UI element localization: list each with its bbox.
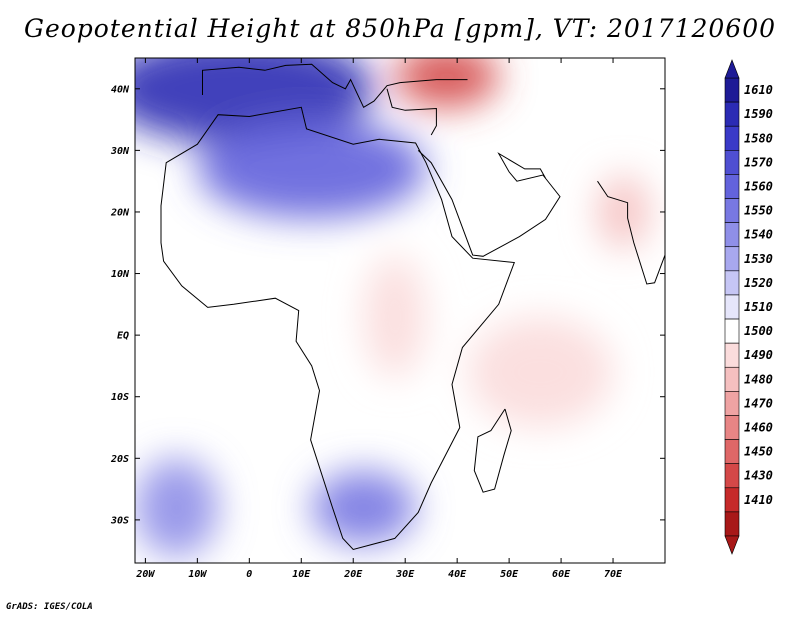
lon-label: 30E xyxy=(395,569,415,580)
lon-label: 20W xyxy=(135,569,155,580)
coastline-arabia xyxy=(417,150,561,257)
plot-frame xyxy=(134,57,666,564)
coastline-india xyxy=(597,180,665,285)
field-south-africa-high xyxy=(311,470,416,545)
colorbar-top-arrow xyxy=(724,59,740,79)
coastline-africa xyxy=(160,106,515,551)
field-south-atlantic-high xyxy=(135,458,219,557)
lat-label: 20N xyxy=(110,207,130,218)
colorbar-swatch xyxy=(724,463,740,489)
colorbar: 1610 1590 1580 1570 1560 1550 1540 1530 1520 1510… xyxy=(724,59,773,555)
lon-label: 0 xyxy=(246,569,252,580)
colorbar-swatch xyxy=(724,294,740,320)
colorbar-swatch xyxy=(724,342,740,368)
colorbar-swatch xyxy=(724,487,740,513)
field-india-low xyxy=(597,175,650,249)
colorbar-label: 1430 xyxy=(744,469,773,483)
colorbar-label: 1560 xyxy=(744,179,773,193)
lat-label: 10N xyxy=(111,269,130,280)
colorbar-label: 1570 xyxy=(744,155,773,169)
lon-label: 20E xyxy=(343,569,363,580)
colorbar-swatch xyxy=(724,318,740,344)
lat-label: 40N xyxy=(111,84,130,95)
lon-label: 60E xyxy=(552,569,571,580)
coastline-europe xyxy=(202,63,468,109)
lat-label: 30N xyxy=(110,146,130,157)
geopotential-field xyxy=(135,58,665,563)
axis-ticks: 20W 10W 0 10E 20E 30E 40E 50E 60E 70E 40N 30N 20N 10N… xyxy=(110,58,665,580)
colorbar-swatch xyxy=(724,246,740,272)
field-indian-ocean-low xyxy=(467,316,614,428)
colorbar-swatch xyxy=(724,150,740,175)
colorbar-label: 1450 xyxy=(744,445,773,459)
coastline-asia-minor xyxy=(386,88,437,136)
colorbar-label: 1610 xyxy=(744,83,773,97)
colorbar-label: 1500 xyxy=(744,324,773,338)
colorbar-label: 1480 xyxy=(744,372,773,386)
lon-label: 10W xyxy=(188,569,207,580)
field-east-africa-low xyxy=(363,255,426,379)
colorbar-bottom-arrow xyxy=(724,535,740,555)
colorbar-swatch xyxy=(724,415,740,440)
lat-label: EQ xyxy=(117,331,129,342)
lon-label: 70E xyxy=(604,569,623,580)
chart-title: Geopotential Height at 850hPa [gpm], VT:… xyxy=(23,14,777,43)
colorbar-label: 1530 xyxy=(744,252,773,266)
colorbar-label: 1520 xyxy=(744,276,773,290)
footer-credit: GrADS: IGES/COLA xyxy=(6,602,93,612)
colorbar-swatch xyxy=(724,101,740,127)
colorbar-swatch xyxy=(724,198,740,223)
colorbar-swatch xyxy=(724,511,740,537)
lat-label: 10S xyxy=(111,392,129,403)
colorbar-label: 1460 xyxy=(744,421,773,435)
coastlines xyxy=(160,63,665,551)
field-turkey-low xyxy=(394,58,499,108)
field-sahara-high xyxy=(197,119,426,219)
colorbar-label: 1490 xyxy=(744,348,773,362)
lon-label: 40E xyxy=(448,569,467,580)
colorbar-label: 1550 xyxy=(744,204,773,218)
lon-label: 50E xyxy=(500,569,519,580)
colorbar-label: 1410 xyxy=(744,493,773,507)
colorbar-swatch xyxy=(724,125,740,151)
colorbar-swatch xyxy=(724,222,740,248)
lat-label: 20S xyxy=(110,454,129,465)
colorbar-label: 1510 xyxy=(744,300,773,314)
colorbar-label: 1470 xyxy=(744,396,773,410)
colorbar-swatch xyxy=(724,77,740,103)
colorbar-swatch xyxy=(724,439,740,464)
lon-label: 10E xyxy=(292,569,311,580)
lat-label: 30S xyxy=(110,515,129,526)
coastline-madagascar xyxy=(473,408,512,493)
colorbar-swatch xyxy=(724,270,740,296)
colorbar-label: 1580 xyxy=(744,131,773,145)
colorbar-swatch xyxy=(724,366,740,392)
colorbar-swatch xyxy=(724,391,740,416)
colorbar-label: 1540 xyxy=(744,228,773,242)
colorbar-swatch xyxy=(724,174,740,199)
colorbar-label: 1590 xyxy=(744,107,773,121)
